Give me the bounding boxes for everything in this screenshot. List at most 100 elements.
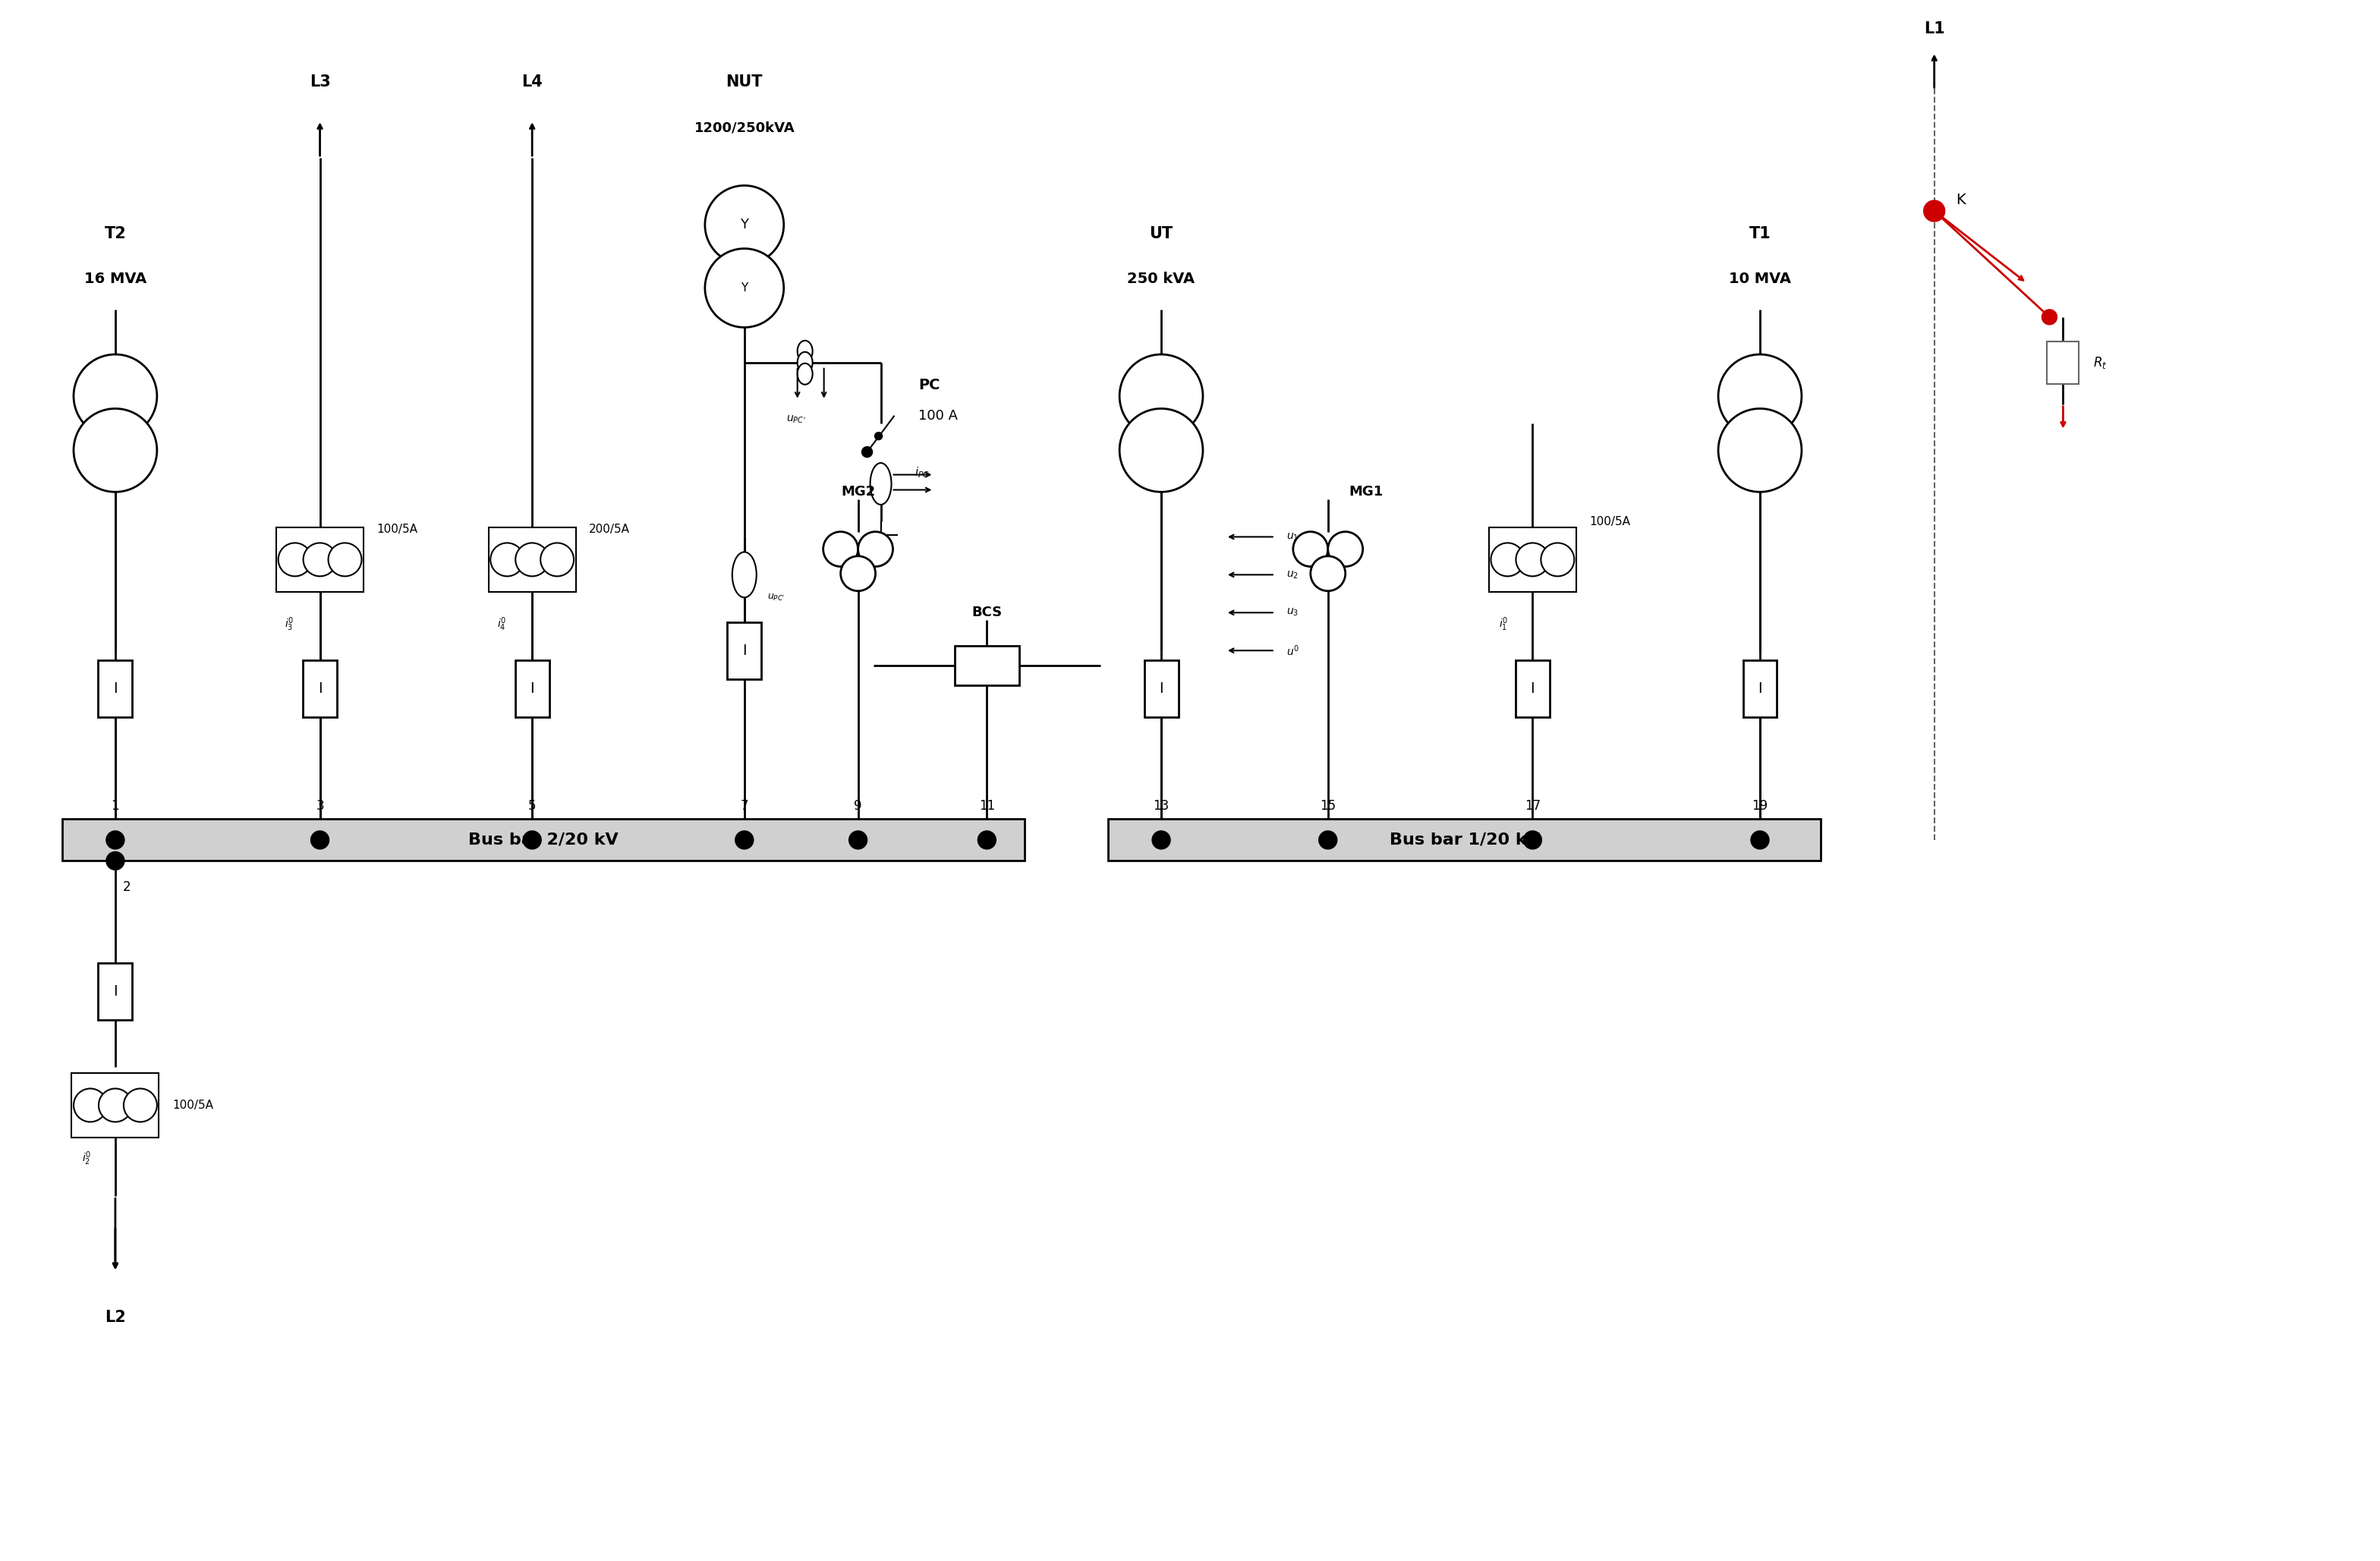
- Bar: [1742, 660, 1778, 716]
- Text: $u_2$: $u_2$: [1285, 570, 1299, 581]
- Circle shape: [1718, 409, 1802, 492]
- Text: Y: Y: [740, 283, 747, 293]
- Text: $i_4^0$: $i_4^0$: [497, 615, 507, 632]
- Text: Y: Y: [740, 219, 750, 231]
- Text: UT: UT: [1150, 226, 1173, 242]
- Circle shape: [524, 830, 540, 849]
- Circle shape: [124, 1088, 157, 1122]
- Text: $u_3$: $u_3$: [1285, 607, 1299, 618]
- Text: 13: 13: [1154, 799, 1169, 813]
- Circle shape: [278, 543, 312, 576]
- Text: $i_3^0$: $i_3^0$: [286, 615, 295, 632]
- Text: I: I: [743, 643, 747, 657]
- Bar: [728, 623, 762, 679]
- Text: I: I: [531, 681, 533, 696]
- Circle shape: [302, 543, 336, 576]
- Text: 1200/250kVA: 1200/250kVA: [695, 120, 795, 134]
- Circle shape: [98, 1088, 131, 1122]
- Circle shape: [74, 409, 157, 492]
- Text: $R_t$: $R_t$: [2094, 354, 2106, 370]
- Text: 2: 2: [124, 880, 131, 894]
- Circle shape: [862, 446, 873, 457]
- Text: MG1: MG1: [1349, 484, 1383, 498]
- Circle shape: [74, 1088, 107, 1122]
- Circle shape: [978, 830, 995, 849]
- Bar: [1145, 660, 1178, 716]
- Text: $u_{PC'}$: $u_{PC'}$: [785, 414, 807, 425]
- Ellipse shape: [733, 553, 757, 598]
- Circle shape: [1328, 532, 1364, 567]
- Text: 19: 19: [1752, 799, 1768, 813]
- Circle shape: [1292, 532, 1328, 567]
- Text: $i_{PC}$: $i_{PC}$: [914, 465, 931, 479]
- Text: $u_{PC'}$: $u_{PC'}$: [766, 593, 785, 603]
- Circle shape: [490, 543, 524, 576]
- Circle shape: [704, 186, 783, 264]
- Text: $i_1^0$: $i_1^0$: [1499, 615, 1509, 632]
- Circle shape: [704, 248, 783, 328]
- Bar: [1516, 660, 1549, 716]
- Text: 100 A: 100 A: [919, 409, 959, 423]
- Circle shape: [540, 543, 574, 576]
- Circle shape: [876, 432, 883, 440]
- Text: Bus bar 1/20 kV: Bus bar 1/20 kV: [1390, 832, 1540, 848]
- Circle shape: [312, 830, 328, 849]
- Ellipse shape: [797, 340, 812, 362]
- Text: L2: L2: [105, 1310, 126, 1325]
- Text: I: I: [114, 985, 117, 999]
- Circle shape: [2042, 309, 2056, 325]
- Text: 15: 15: [1321, 799, 1335, 813]
- Text: 100/5A: 100/5A: [376, 523, 419, 535]
- Circle shape: [1119, 354, 1202, 437]
- Text: $i_2^0$: $i_2^0$: [81, 1150, 90, 1168]
- Circle shape: [107, 830, 124, 849]
- Circle shape: [850, 830, 866, 849]
- Ellipse shape: [797, 351, 812, 373]
- Text: NUT: NUT: [726, 75, 762, 89]
- Text: 7: 7: [740, 799, 747, 813]
- Bar: [71, 1072, 159, 1138]
- Bar: [276, 528, 364, 592]
- Text: 250 kVA: 250 kVA: [1128, 272, 1195, 286]
- Circle shape: [1540, 543, 1573, 576]
- Text: $u_1$: $u_1$: [1285, 531, 1299, 542]
- Text: PC: PC: [919, 378, 940, 392]
- Bar: [98, 963, 133, 1019]
- Text: Bus bar 2/20 kV: Bus bar 2/20 kV: [469, 832, 619, 848]
- Circle shape: [735, 830, 754, 849]
- Bar: [954, 646, 1019, 685]
- Text: 5: 5: [528, 799, 536, 813]
- Circle shape: [823, 532, 859, 567]
- Circle shape: [1311, 556, 1345, 592]
- Text: MG2: MG2: [840, 484, 876, 498]
- Bar: [1490, 528, 1576, 592]
- Bar: [1109, 820, 1821, 860]
- Text: I: I: [1530, 681, 1535, 696]
- Text: L3: L3: [309, 75, 331, 89]
- Bar: [302, 660, 338, 716]
- Circle shape: [859, 532, 892, 567]
- Circle shape: [107, 852, 124, 869]
- Bar: [514, 660, 550, 716]
- Text: I: I: [1759, 681, 1761, 696]
- Circle shape: [1516, 543, 1549, 576]
- Circle shape: [1152, 830, 1171, 849]
- Ellipse shape: [871, 464, 892, 504]
- Text: 16 MVA: 16 MVA: [83, 272, 148, 286]
- Bar: [98, 660, 133, 716]
- Text: T1: T1: [1749, 226, 1771, 242]
- Circle shape: [840, 556, 876, 592]
- Text: T2: T2: [105, 226, 126, 242]
- Text: I: I: [319, 681, 321, 696]
- Text: 17: 17: [1526, 799, 1540, 813]
- Circle shape: [1923, 200, 1944, 222]
- Circle shape: [1718, 354, 1802, 437]
- Circle shape: [1319, 830, 1338, 849]
- Text: $u^0$: $u^0$: [1285, 643, 1299, 657]
- Text: L1: L1: [1923, 22, 1944, 36]
- Text: 100/5A: 100/5A: [1590, 517, 1630, 528]
- Circle shape: [328, 543, 362, 576]
- Text: I: I: [1159, 681, 1164, 696]
- Circle shape: [1119, 409, 1202, 492]
- Text: 10 MVA: 10 MVA: [1728, 272, 1792, 286]
